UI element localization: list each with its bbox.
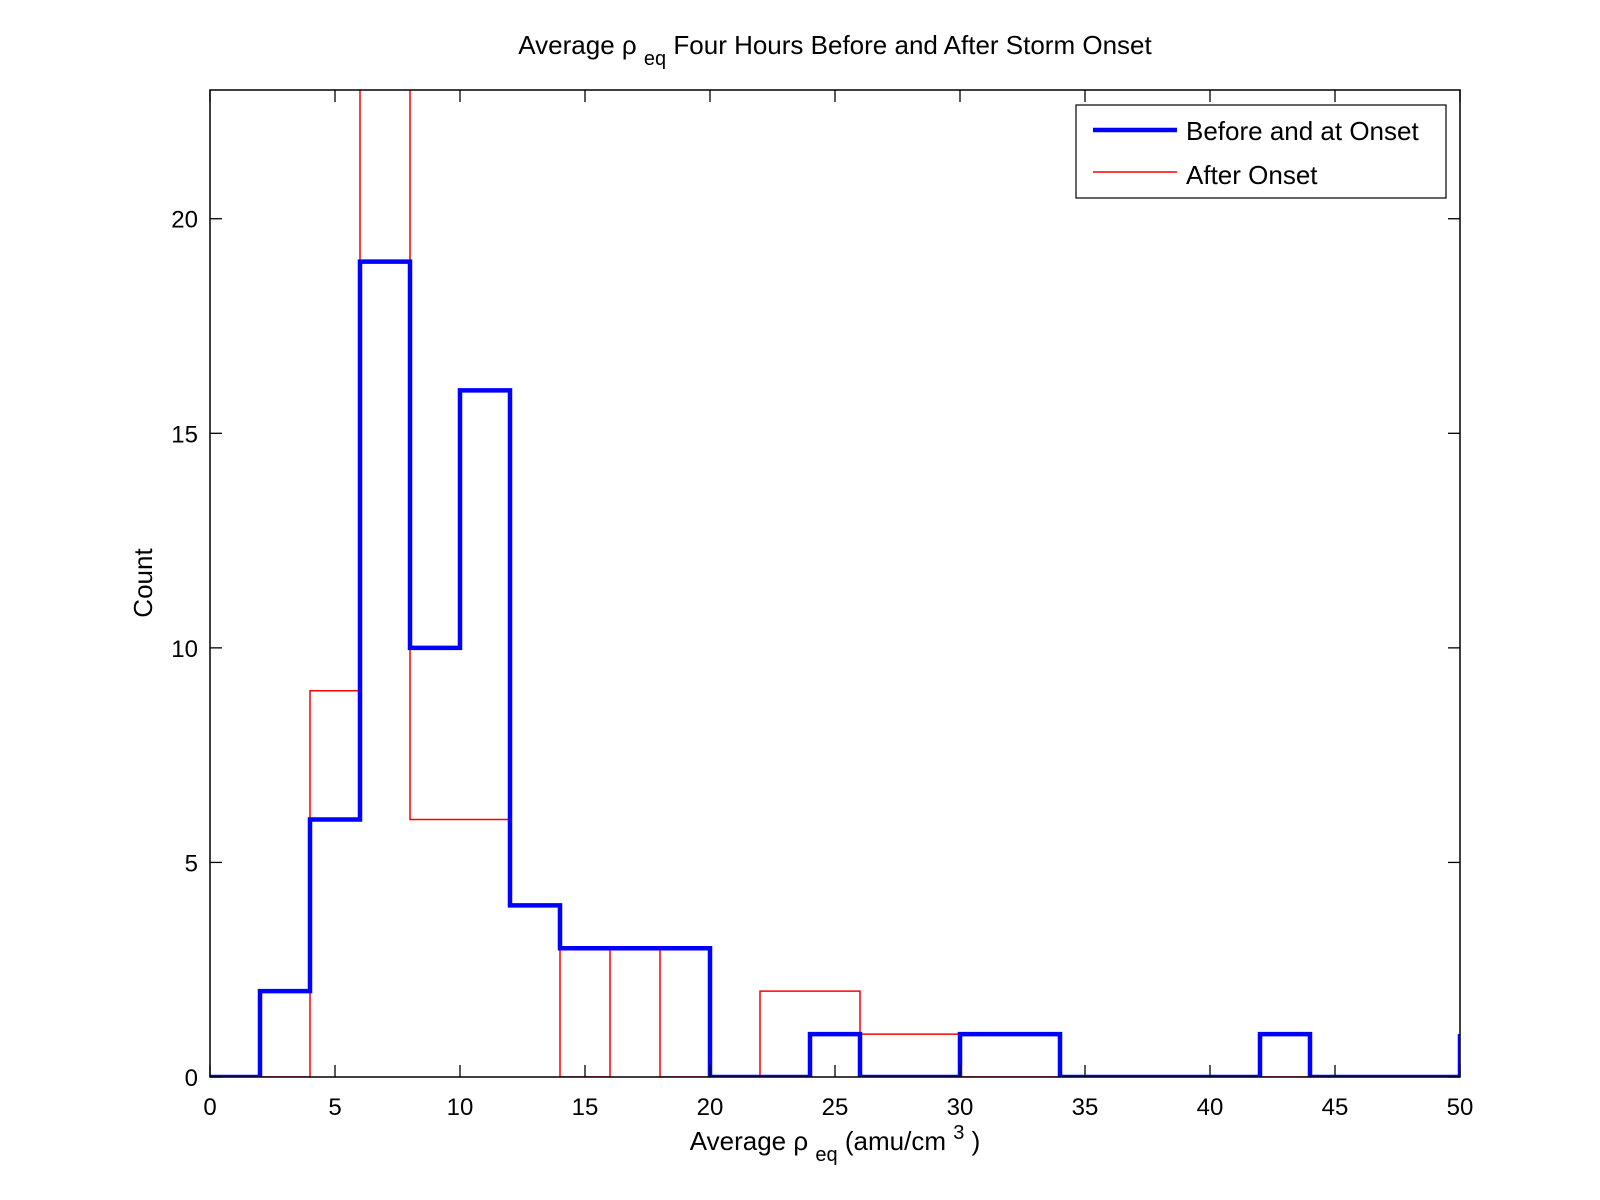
x-tick-label: 10 <box>447 1094 474 1121</box>
y-tick-label: 0 <box>185 1065 198 1092</box>
x-tick-label: 15 <box>572 1094 599 1121</box>
x-axis-label-prefix: Average ρ <box>690 1126 808 1156</box>
x-tick-label: 20 <box>697 1094 724 1121</box>
x-axis-label-superscript: 3 <box>953 1122 964 1144</box>
legend: Before and at Onset After Onset <box>1075 104 1447 199</box>
chart-title: Average ρ eq Four Hours Before and After… <box>518 30 1152 71</box>
chart-title-prefix: Average ρ <box>518 30 636 60</box>
x-tick-label: 25 <box>822 1094 849 1121</box>
y-axis-label: Count <box>128 548 158 618</box>
series-layer <box>210 90 1460 1077</box>
x-axis-label-middle: (amu/cm <box>845 1126 946 1156</box>
y-tick-label: 15 <box>171 421 198 448</box>
legend-label-before-onset: Before and at Onset <box>1186 116 1419 146</box>
series-before-onset <box>210 259 1460 1077</box>
chart-title-subscript: eq <box>644 48 666 70</box>
legend-label-after-onset: After Onset <box>1186 160 1318 190</box>
x-axis-label-suffix: ) <box>972 1126 981 1156</box>
y-tick-label: 5 <box>185 850 198 877</box>
chart-title-suffix: Four Hours Before and After Storm Onset <box>673 30 1152 60</box>
x-tick-label: 5 <box>328 1094 341 1121</box>
x-axis-label: Average ρ eq (amu/cm 3 ) <box>690 1115 981 1167</box>
x-tick-label: 40 <box>1197 1094 1224 1121</box>
x-tick-label: 30 <box>947 1094 974 1121</box>
ticks-layer: 0 5 10 15 20 25 30 35 40 45 50 0 5 10 15 20 <box>171 90 1473 1121</box>
legend-box <box>1075 104 1447 199</box>
y-tick-label: 10 <box>171 636 198 663</box>
y-tick-label: 20 <box>171 207 198 234</box>
plot-frame <box>209 89 1461 1078</box>
series-line <box>210 259 1460 1077</box>
x-tick-label: 35 <box>1072 1094 1099 1121</box>
x-axis-label-subscript: eq <box>815 1144 837 1166</box>
x-tick-label: 50 <box>1447 1094 1474 1121</box>
x-tick-label: 0 <box>203 1094 216 1121</box>
x-tick-label: 45 <box>1322 1094 1349 1121</box>
plot-background <box>210 90 1460 1077</box>
